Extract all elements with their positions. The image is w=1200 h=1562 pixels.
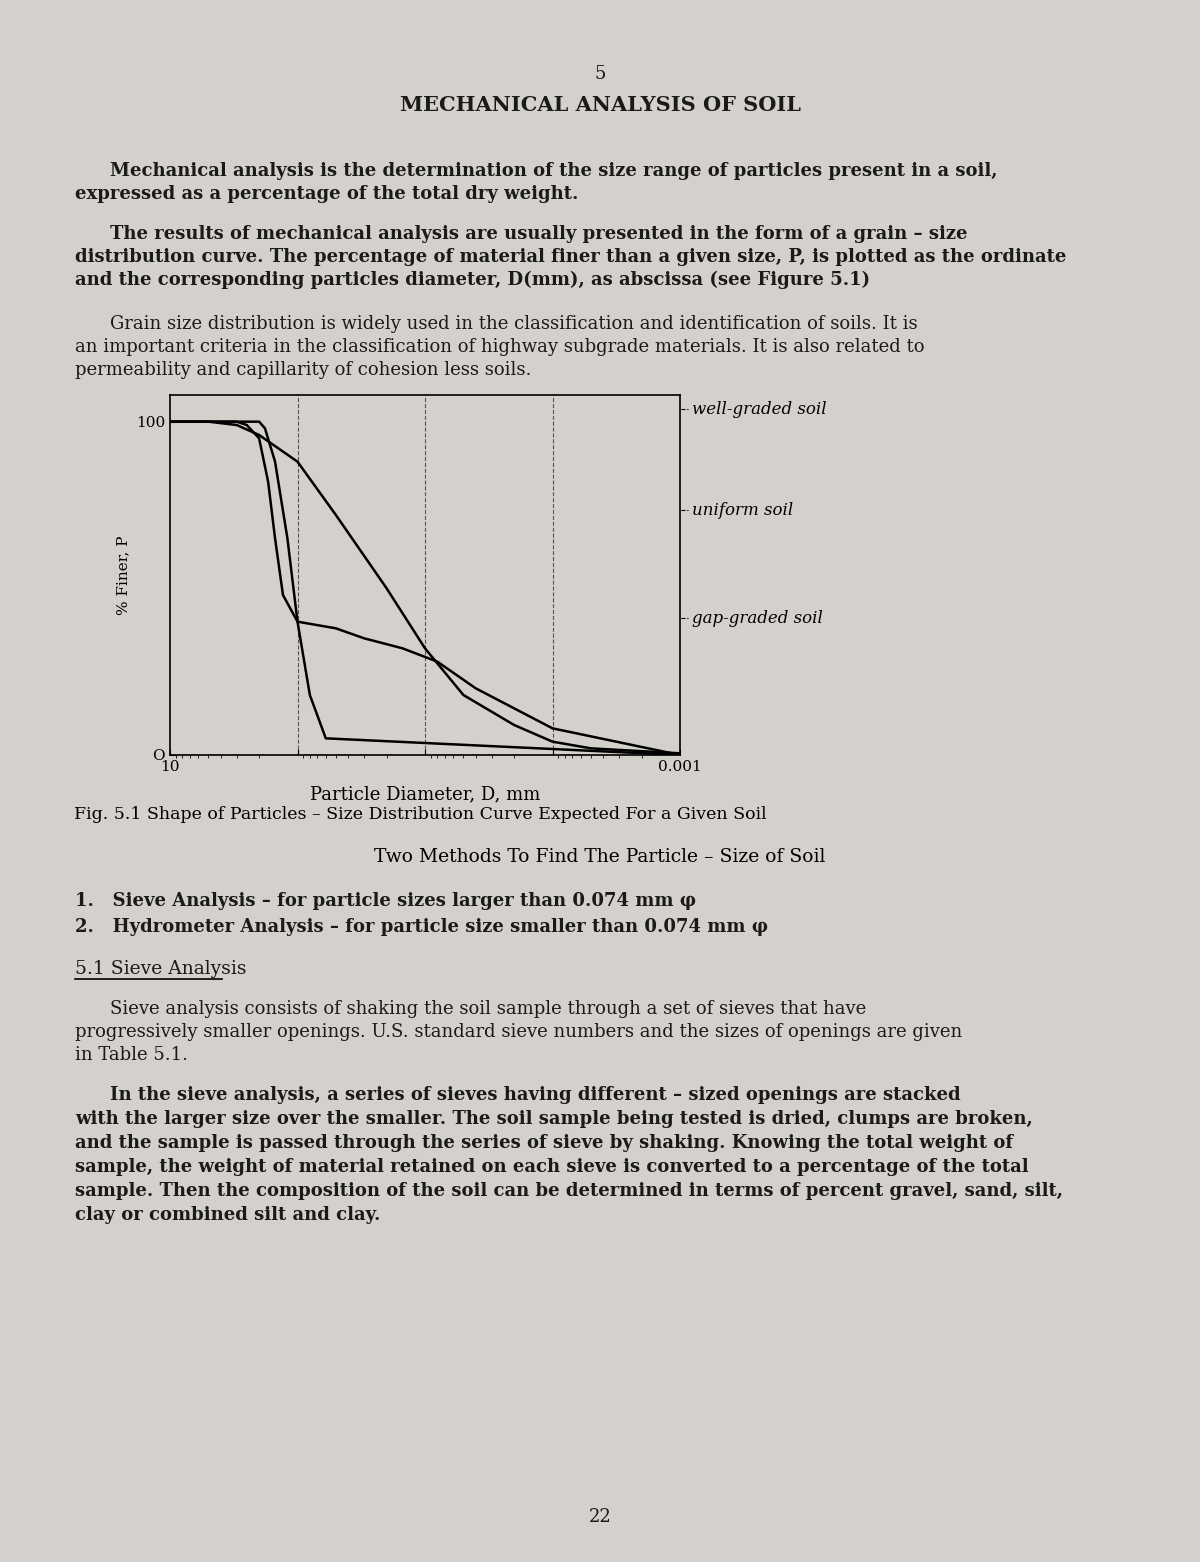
Text: distribution curve. The percentage of material finer than a given size, P, is pl: distribution curve. The percentage of ma… (74, 248, 1067, 266)
Text: and the corresponding particles diameter, D(mm), as abscissa (see Figure 5.1): and the corresponding particles diameter… (74, 270, 870, 289)
Text: MECHANICAL ANALYSIS OF SOIL: MECHANICAL ANALYSIS OF SOIL (400, 95, 800, 116)
Text: 1.   Sieve Analysis – for particle sizes larger than 0.074 mm φ: 1. Sieve Analysis – for particle sizes l… (74, 892, 696, 911)
Text: 5: 5 (594, 66, 606, 83)
Text: 5.1 Sieve Analysis: 5.1 Sieve Analysis (74, 961, 246, 978)
Text: sample. Then the composition of the soil can be determined in terms of percent g: sample. Then the composition of the soil… (74, 1182, 1063, 1200)
Text: gap-graded soil: gap-graded soil (692, 609, 823, 626)
Text: Mechanical analysis is the determination of the size range of particles present : Mechanical analysis is the determination… (110, 162, 997, 180)
Text: Grain size distribution is widely used in the classification and identification : Grain size distribution is widely used i… (110, 316, 918, 333)
Text: 2.   Hydrometer Analysis – for particle size smaller than 0.074 mm φ: 2. Hydrometer Analysis – for particle si… (74, 918, 768, 936)
Text: clay or combined silt and clay.: clay or combined silt and clay. (74, 1206, 380, 1225)
Text: an important criteria in the classification of highway subgrade materials. It is: an important criteria in the classificat… (74, 337, 924, 356)
Text: sample, the weight of material retained on each sieve is converted to a percenta: sample, the weight of material retained … (74, 1157, 1028, 1176)
Text: Particle Diameter, D, mm: Particle Diameter, D, mm (310, 786, 540, 803)
Text: well-graded soil: well-graded soil (692, 401, 827, 419)
Text: and the sample is passed through the series of sieve by shaking. Knowing the tot: and the sample is passed through the ser… (74, 1134, 1013, 1153)
Text: uniform soil: uniform soil (692, 501, 793, 519)
Text: Sieve analysis consists of shaking the soil sample through a set of sieves that : Sieve analysis consists of shaking the s… (110, 1000, 866, 1018)
Text: Two Methods To Find The Particle – Size of Soil: Two Methods To Find The Particle – Size … (374, 848, 826, 865)
Text: In the sieve analysis, a series of sieves having different – sized openings are : In the sieve analysis, a series of sieve… (110, 1086, 961, 1104)
Y-axis label: % Finer, P: % Finer, P (116, 536, 131, 615)
Text: The results of mechanical analysis are usually presented in the form of a grain : The results of mechanical analysis are u… (110, 225, 967, 244)
Text: Fig. 5.1 Shape of Particles – Size Distribution Curve Expected For a Given Soil: Fig. 5.1 Shape of Particles – Size Distr… (73, 806, 767, 823)
Text: in Table 5.1.: in Table 5.1. (74, 1047, 188, 1064)
Text: progressively smaller openings. U.S. standard sieve numbers and the sizes of ope: progressively smaller openings. U.S. sta… (74, 1023, 962, 1040)
Text: permeability and capillarity of cohesion less soils.: permeability and capillarity of cohesion… (74, 361, 532, 380)
Text: expressed as a percentage of the total dry weight.: expressed as a percentage of the total d… (74, 184, 578, 203)
Text: 22: 22 (589, 1507, 611, 1526)
Text: with the larger size over the smaller. The soil sample being tested is dried, cl: with the larger size over the smaller. T… (74, 1111, 1033, 1128)
